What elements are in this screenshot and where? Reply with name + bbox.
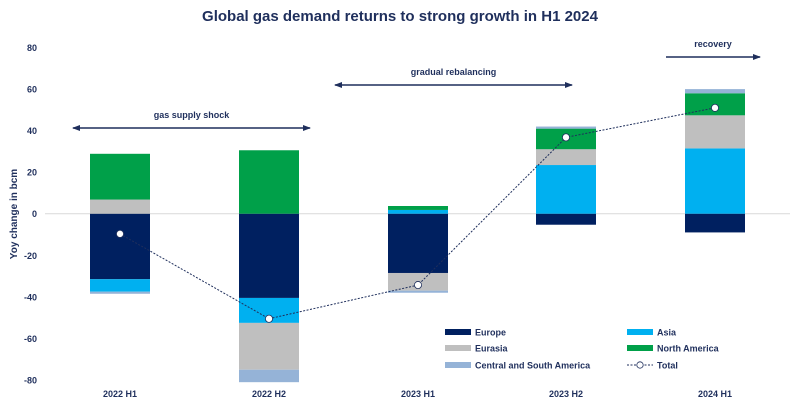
- y-tick-label: 20: [27, 168, 37, 178]
- bar-central-and-south-america: [90, 291, 150, 294]
- x-tick-label: 2023 H2: [549, 389, 583, 399]
- total-point: [264, 314, 273, 323]
- bar-asia: [685, 148, 745, 214]
- x-tick-label: 2022 H1: [103, 389, 137, 399]
- bar-asia: [536, 165, 596, 214]
- legend-label: Total: [657, 361, 678, 371]
- bar-eurasia: [685, 115, 745, 149]
- x-tick-label: 2022 H2: [252, 389, 286, 399]
- y-tick-label: 40: [27, 126, 37, 136]
- bar-north-america: [388, 206, 448, 210]
- total-point: [116, 229, 125, 238]
- bar-europe: [388, 213, 448, 273]
- bar-central-and-south-america: [388, 290, 448, 293]
- bar-eurasia: [239, 322, 299, 370]
- x-tick-label: 2024 H1: [698, 389, 732, 399]
- legend-swatch: [627, 329, 653, 335]
- bar-north-america: [90, 153, 150, 200]
- legend-swatch: [445, 345, 471, 351]
- legend-total-marker: [636, 361, 644, 369]
- y-tick-label: 60: [27, 84, 37, 94]
- total-point: [562, 133, 571, 142]
- legend-label: Asia: [657, 328, 677, 338]
- y-tick-label: -40: [24, 292, 37, 302]
- y-tick-label: 0: [32, 209, 37, 219]
- annotation-label: gradual rebalancing: [411, 67, 497, 77]
- bar-europe: [239, 213, 299, 298]
- total-point: [711, 103, 720, 112]
- legend-label: Europe: [475, 328, 506, 338]
- y-tick-label: -80: [24, 376, 37, 386]
- y-tick-label: -20: [24, 251, 37, 261]
- bar-europe: [90, 213, 150, 280]
- x-tick-label: 2023 H1: [401, 389, 435, 399]
- y-tick-label: -60: [24, 334, 37, 344]
- bar-central-and-south-america: [536, 126, 596, 129]
- bar-central-and-south-america: [239, 369, 299, 383]
- legend-swatch: [627, 345, 653, 351]
- chart-title: Global gas demand returns to strong grow…: [202, 8, 599, 25]
- legend-label: North America: [657, 344, 720, 354]
- bar-central-and-south-america: [685, 89, 745, 94]
- annotation-label: gas supply shock: [154, 110, 231, 120]
- legend-swatch: [445, 362, 471, 368]
- bar-europe: [536, 213, 596, 225]
- bar-europe: [685, 213, 745, 233]
- legend-label: Central and South America: [475, 361, 591, 371]
- bar-north-america: [239, 150, 299, 214]
- bar-asia: [388, 209, 448, 214]
- legend-label: Eurasia: [475, 344, 509, 354]
- legend-swatch: [445, 329, 471, 335]
- y-axis-label: Yoy change in bcm: [9, 169, 20, 259]
- annotation-label: recovery: [694, 39, 732, 49]
- bar-eurasia: [90, 199, 150, 214]
- y-tick-label: 80: [27, 43, 37, 53]
- bar-asia: [90, 279, 150, 292]
- total-point: [413, 281, 422, 290]
- bar-eurasia: [536, 149, 596, 166]
